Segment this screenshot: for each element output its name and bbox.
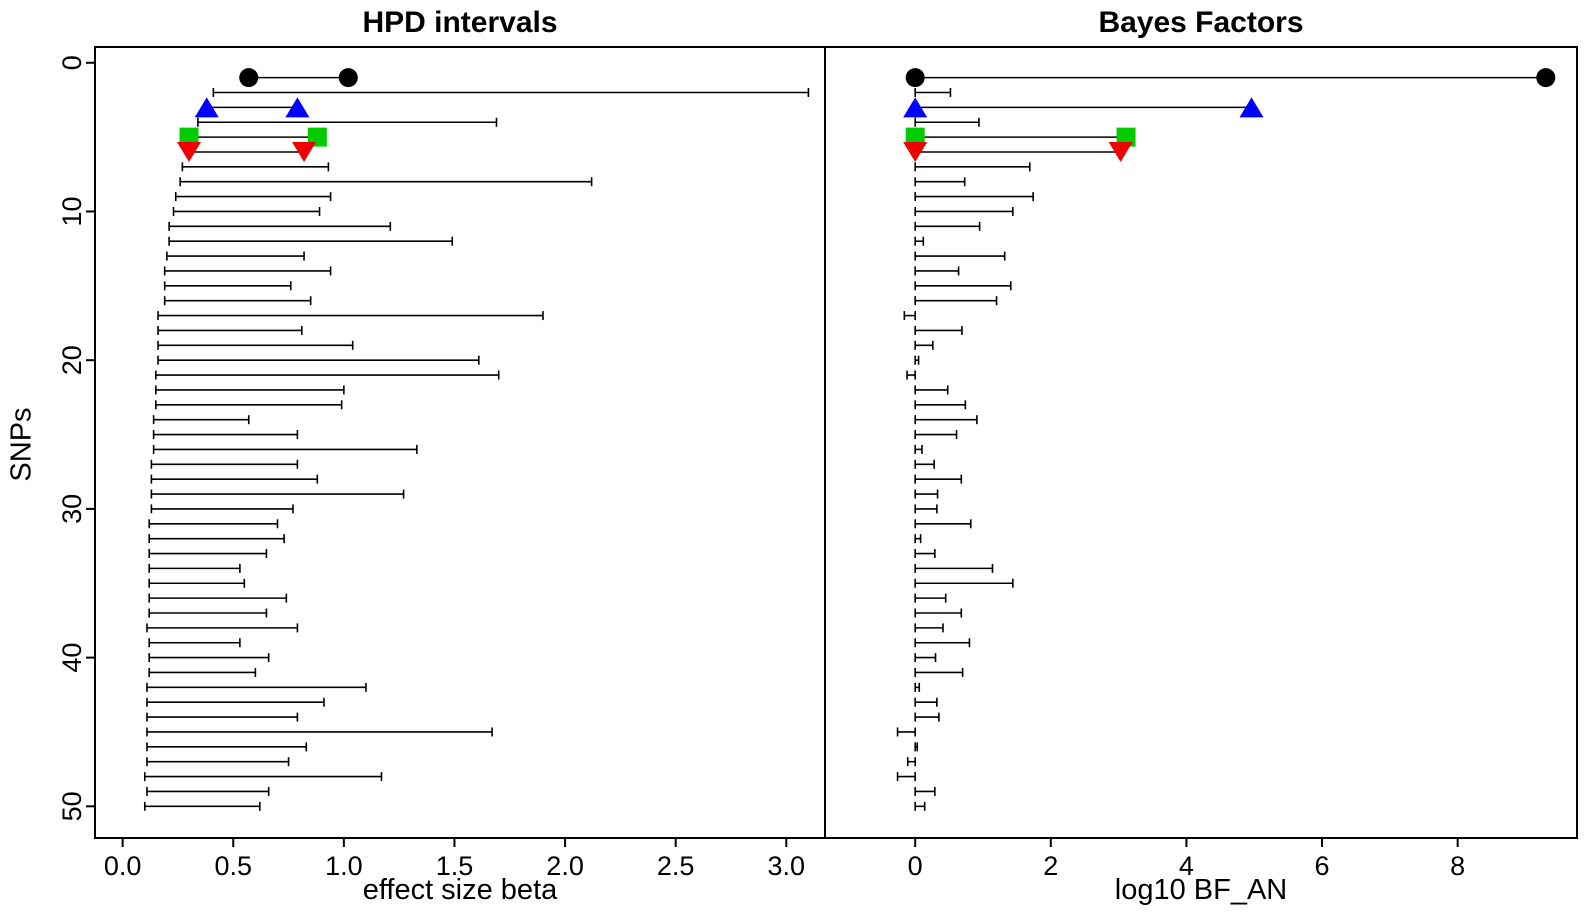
x-tick-label: 0.5 [214, 851, 252, 881]
marker-triangle-down [903, 141, 928, 162]
marker-triangle-up [903, 97, 928, 118]
y-tick-label: 20 [57, 345, 87, 375]
marker-square [307, 127, 327, 147]
marker-square [905, 127, 925, 147]
marker-circle [239, 68, 259, 88]
marker-triangle-down [177, 141, 202, 162]
x-tick-label: 1.0 [325, 851, 363, 881]
left-panel-title: HPD intervals [362, 6, 558, 39]
marker-circle [338, 68, 358, 88]
x-tick-label: 6 [1315, 851, 1330, 881]
x-tick-label: 3.0 [768, 851, 806, 881]
panel-border [94, 46, 826, 839]
marker-triangle-up [285, 97, 310, 118]
marker-triangle-down [1108, 141, 1133, 162]
marker-triangle-down [292, 141, 317, 162]
x-tick-label: 0.0 [104, 851, 142, 881]
marker-triangle-up [1239, 97, 1264, 118]
marker-square [1116, 127, 1136, 147]
marker-circle [905, 68, 925, 88]
y-tick-label: 50 [57, 791, 87, 821]
x-tick-label: 2.5 [657, 851, 695, 881]
x-tick-label: 4 [1179, 851, 1194, 881]
left-x-axis-label: effect size beta [362, 874, 558, 906]
x-tick-label: 0 [908, 851, 923, 881]
right-panel-title: Bayes Factors [1098, 6, 1304, 39]
y-tick-label: 0 [57, 55, 87, 70]
right-x-axis-label: log10 BF_AN [1114, 874, 1288, 906]
panel-border [824, 46, 1578, 839]
y-axis-label: SNPs [5, 407, 38, 482]
x-tick-label: 2 [1043, 851, 1058, 881]
marker-circle [1536, 68, 1556, 88]
y-tick-label: 30 [57, 494, 87, 524]
x-tick-label: 1.5 [436, 851, 474, 881]
x-tick-label: 2.0 [546, 851, 584, 881]
y-tick-label: 40 [57, 643, 87, 673]
x-tick-label: 8 [1450, 851, 1465, 881]
marker-square [179, 127, 199, 147]
marker-triangle-up [194, 97, 219, 118]
y-tick-label: 10 [57, 196, 87, 226]
